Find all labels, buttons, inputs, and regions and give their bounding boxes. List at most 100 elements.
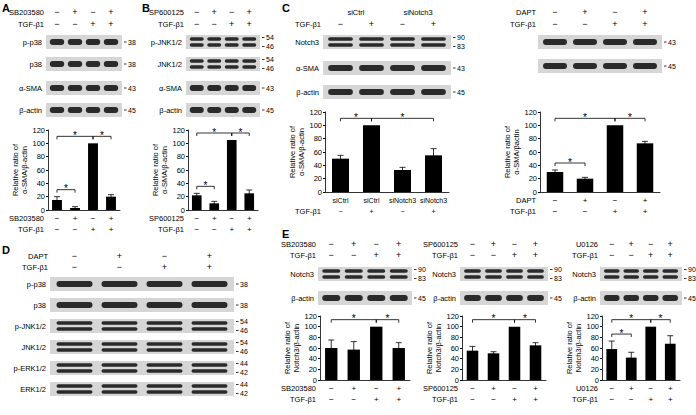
svg-text:80: 80 <box>177 152 185 161</box>
svg-text:+: + <box>582 7 587 17</box>
svg-text:*: * <box>352 313 356 324</box>
svg-text:+: + <box>629 384 634 393</box>
svg-text:42: 42 <box>240 390 248 397</box>
svg-text:100: 100 <box>446 322 459 331</box>
svg-text:*: * <box>523 313 527 324</box>
svg-text:*: * <box>583 112 587 123</box>
svg-text:p-ERK1/2: p-ERK1/2 <box>13 364 46 373</box>
svg-text:−: − <box>194 7 199 17</box>
svg-text:+: + <box>108 19 113 29</box>
svg-text:0: 0 <box>595 376 599 385</box>
svg-text:−: − <box>552 19 557 29</box>
svg-text:+: + <box>351 384 356 393</box>
svg-text:U0126: U0126 <box>576 384 598 393</box>
svg-text:*: * <box>100 130 104 141</box>
svg-text:+: + <box>491 239 496 249</box>
svg-text:+: + <box>668 250 673 260</box>
svg-text:+: + <box>613 207 618 216</box>
svg-text:+: + <box>212 7 217 17</box>
svg-text:80: 80 <box>309 333 317 342</box>
svg-text:TGF-β1: TGF-β1 <box>432 251 458 260</box>
svg-text:+: + <box>247 7 252 17</box>
svg-text:100: 100 <box>524 121 537 130</box>
svg-text:38: 38 <box>240 302 248 309</box>
svg-text:45: 45 <box>554 295 562 302</box>
svg-text:+: + <box>72 7 77 17</box>
svg-text:−: − <box>54 7 59 17</box>
svg-text:+: + <box>109 214 114 223</box>
svg-text:100: 100 <box>32 139 45 148</box>
svg-text:TGF-β1: TGF-β1 <box>18 20 44 29</box>
svg-text:−: − <box>609 395 614 404</box>
svg-text:83: 83 <box>418 275 426 282</box>
svg-text:−: − <box>72 262 77 272</box>
svg-text:+: + <box>533 395 538 404</box>
svg-text:−: − <box>470 395 475 404</box>
svg-text:TGF-β1: TGF-β1 <box>510 20 536 29</box>
svg-text:−: − <box>470 239 475 249</box>
svg-text:+: + <box>512 395 517 404</box>
svg-text:SP600125: SP600125 <box>423 240 458 249</box>
svg-text:−: − <box>613 196 618 205</box>
svg-text:54: 54 <box>240 339 248 346</box>
svg-text:43: 43 <box>266 85 274 92</box>
svg-text:+: + <box>643 196 648 205</box>
svg-text:*: * <box>386 313 390 324</box>
svg-text:DAPT: DAPT <box>516 8 536 17</box>
svg-text:60: 60 <box>451 344 459 353</box>
svg-text:*: * <box>212 127 216 138</box>
svg-text:β-actin: β-actin <box>159 106 182 115</box>
svg-text:−: − <box>72 251 77 261</box>
svg-text:−: − <box>400 208 404 215</box>
svg-text:β-actin: β-actin <box>19 106 42 115</box>
svg-text:SP600125: SP600125 <box>149 8 184 17</box>
svg-text:*: * <box>204 180 208 191</box>
svg-text:α-SMA/β-actin: α-SMA/β-actin <box>20 146 29 194</box>
svg-text:−: − <box>55 214 60 223</box>
svg-text:60: 60 <box>177 166 185 175</box>
svg-text:38: 38 <box>240 281 248 288</box>
svg-text:−: − <box>629 250 634 260</box>
svg-text:40: 40 <box>591 354 599 363</box>
svg-text:46: 46 <box>240 348 248 355</box>
svg-text:siNotch3: siNotch3 <box>403 8 432 17</box>
svg-text:−: − <box>553 196 558 205</box>
svg-text:80: 80 <box>591 333 599 342</box>
svg-text:SB203580: SB203580 <box>9 8 44 17</box>
svg-text:TGF-β1: TGF-β1 <box>22 263 48 272</box>
svg-text:80: 80 <box>37 152 45 161</box>
svg-text:+: + <box>396 250 401 260</box>
svg-text:siCtrl: siCtrl <box>364 197 380 204</box>
svg-text:ERK1/2: ERK1/2 <box>20 385 46 394</box>
svg-text:+: + <box>668 395 673 404</box>
svg-text:43: 43 <box>668 39 676 46</box>
svg-text:siCtrl: siCtrl <box>333 197 349 204</box>
svg-text:44: 44 <box>240 381 248 388</box>
svg-text:−: − <box>552 7 557 17</box>
svg-text:−: − <box>612 7 617 17</box>
svg-text:−: − <box>553 207 558 216</box>
svg-text:100: 100 <box>309 121 322 130</box>
svg-text:siNotch3: siNotch3 <box>420 197 447 204</box>
svg-text:−: − <box>351 395 356 404</box>
svg-text:38: 38 <box>128 61 136 68</box>
svg-text:TGF-β1: TGF-β1 <box>290 251 316 260</box>
svg-text:−: − <box>329 239 334 249</box>
svg-text:*: * <box>568 157 572 168</box>
svg-text:120: 120 <box>446 312 459 321</box>
svg-text:+: + <box>91 225 96 234</box>
svg-text:46: 46 <box>266 65 274 72</box>
svg-text:40: 40 <box>314 161 322 170</box>
svg-text:*: * <box>401 112 405 123</box>
svg-text:TGF-β1: TGF-β1 <box>295 20 321 29</box>
svg-text:+: + <box>512 250 517 260</box>
svg-text:p-p38: p-p38 <box>23 38 42 47</box>
svg-text:0: 0 <box>313 376 317 385</box>
svg-text:Relative ratio of: Relative ratio of <box>283 321 292 374</box>
svg-text:0: 0 <box>181 206 185 215</box>
svg-text:α-SMA/β-actin: α-SMA/β-actin <box>160 146 169 194</box>
svg-text:0: 0 <box>533 188 537 197</box>
svg-text:+: + <box>212 214 217 223</box>
svg-text:45: 45 <box>668 63 676 70</box>
svg-text:−: − <box>91 214 96 223</box>
